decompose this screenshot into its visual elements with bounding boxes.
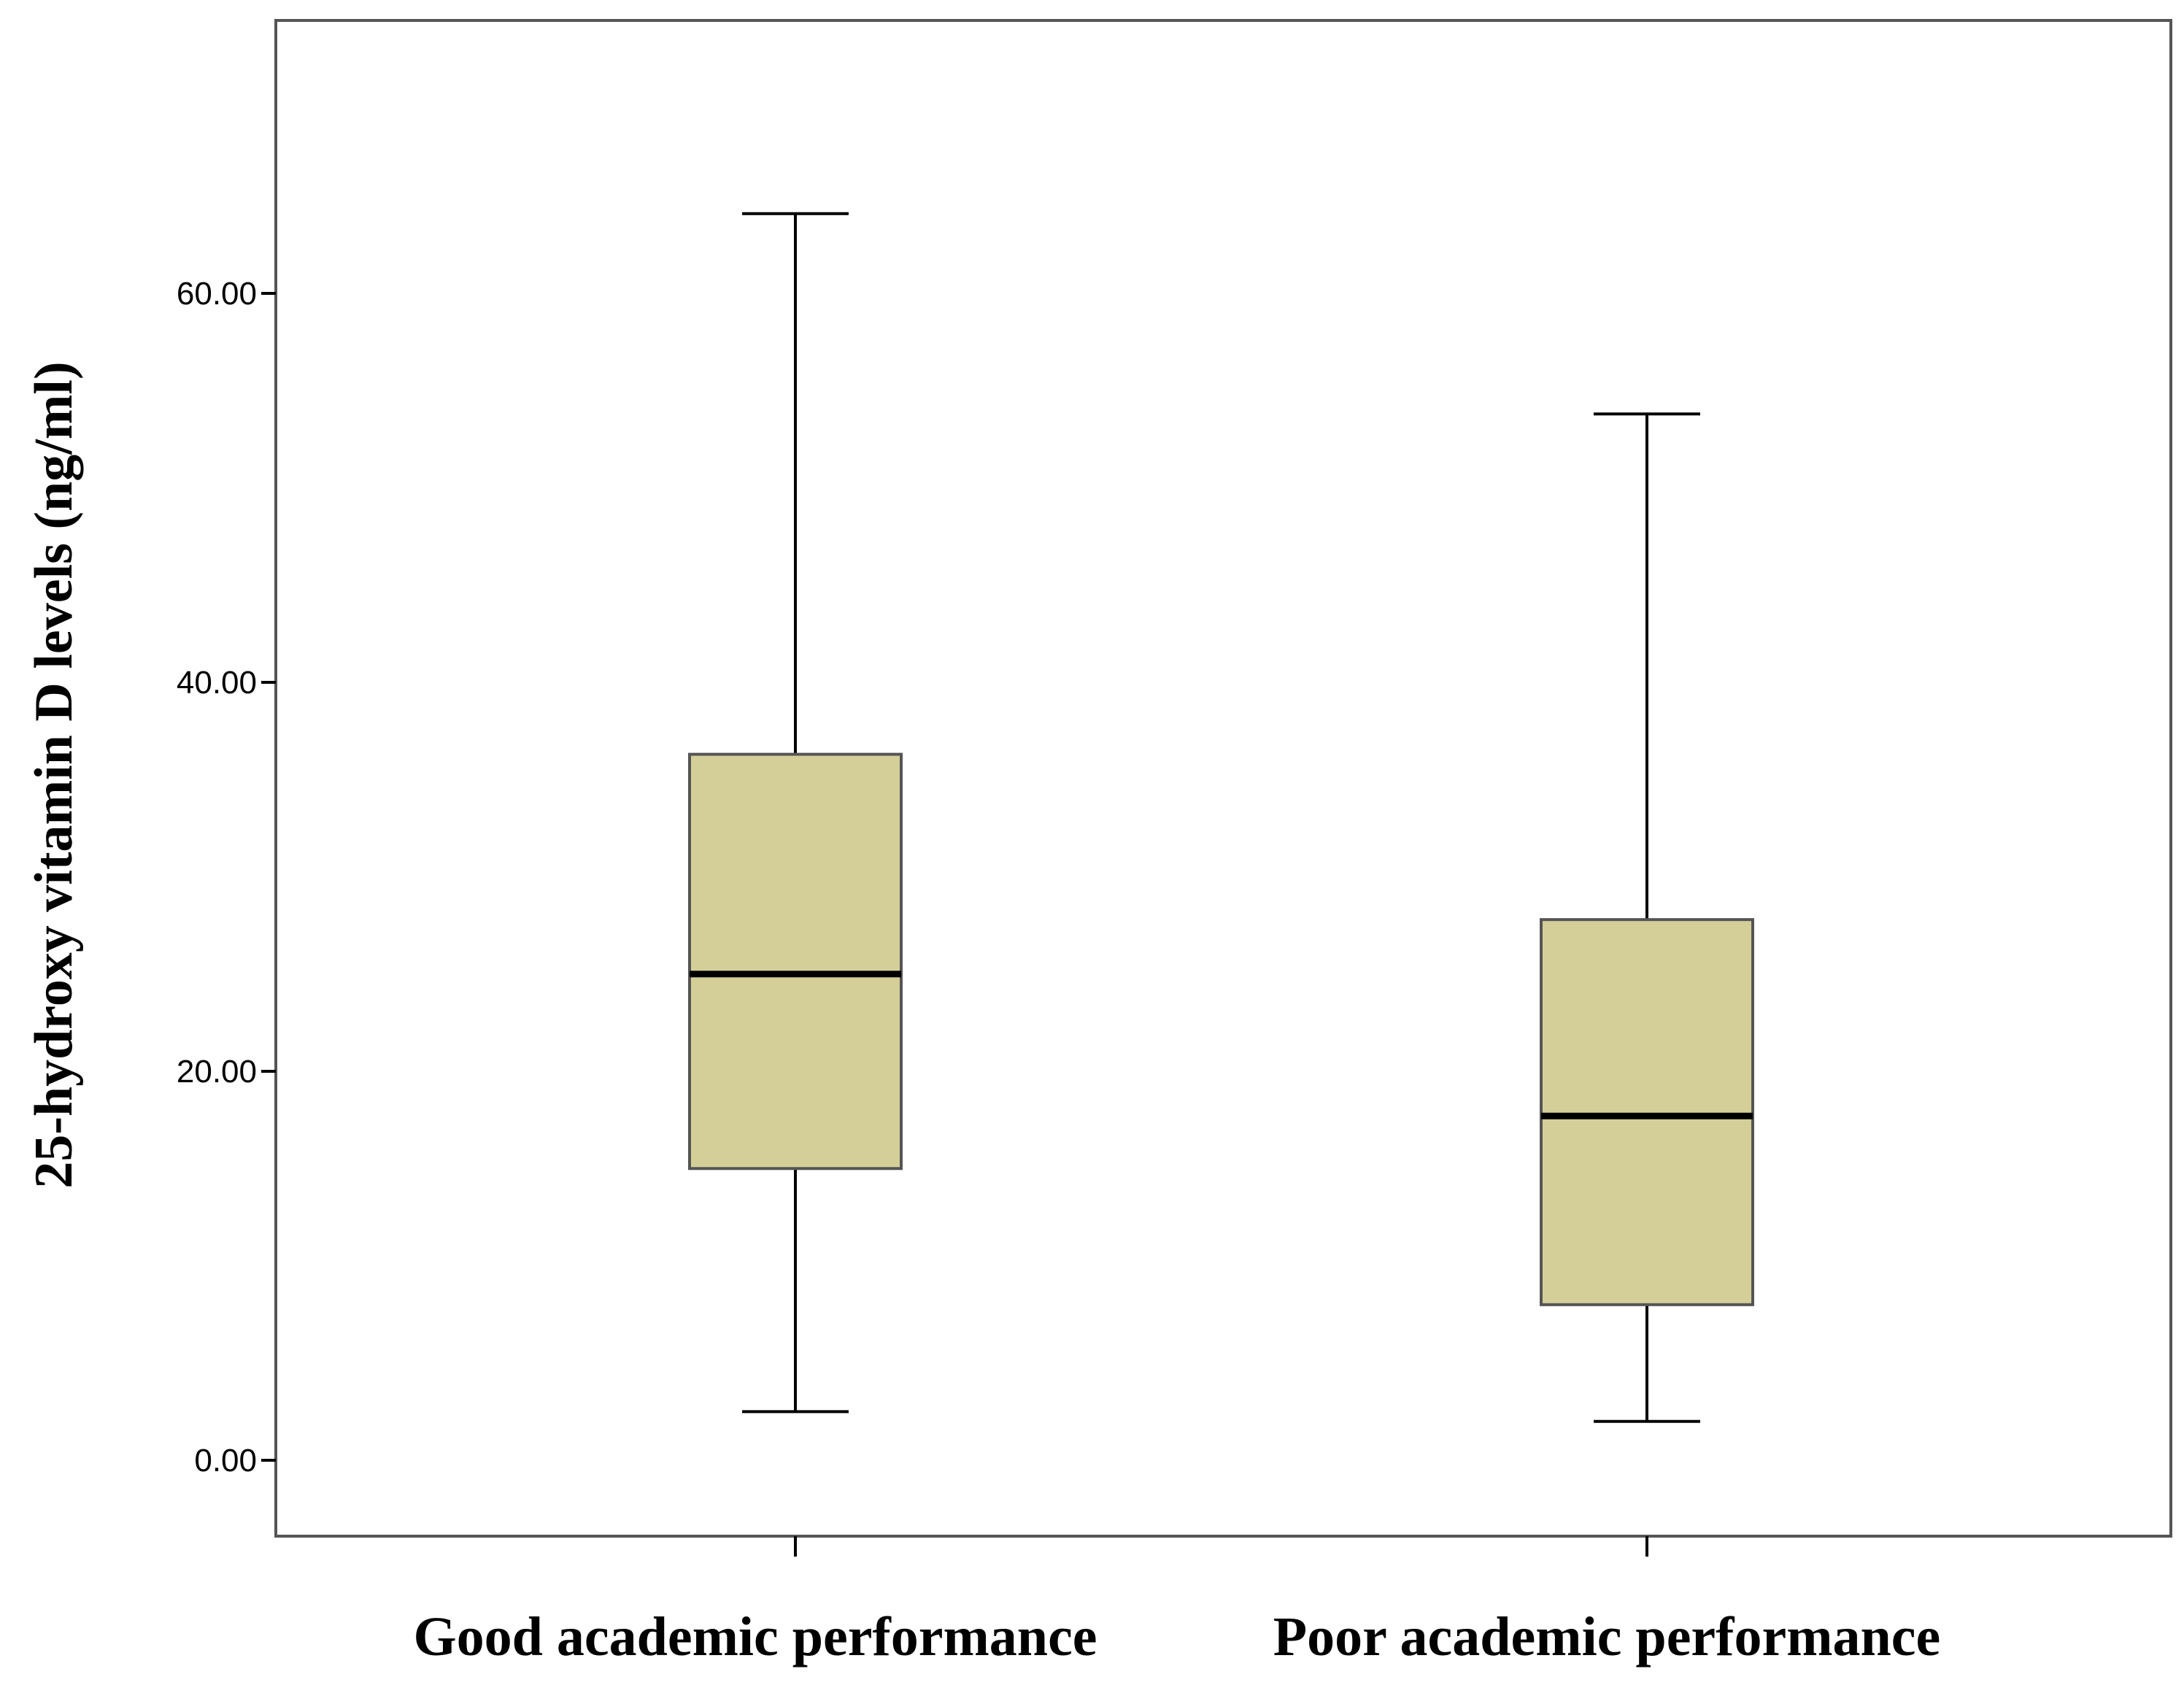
box-group: [688, 212, 903, 1414]
iqr-box: [688, 752, 903, 1171]
x-category-label: Poor academic performance: [1273, 1606, 1941, 1668]
y-tick-label: 60.00: [177, 276, 257, 312]
y-tick-label: 40.00: [177, 665, 257, 701]
x-axis: Good academic performance Poor academic p…: [413, 1536, 1940, 1668]
x-category-label: Good academic performance: [413, 1606, 1097, 1668]
y-axis-title: 25-hydroxy vitamin D levels (ng/ml): [24, 361, 84, 1188]
y-tick-label: 20.00: [177, 1054, 257, 1090]
plot-area-frame: [274, 19, 2172, 1538]
y-tick-label: 0.00: [194, 1443, 257, 1479]
y-axis: 0.00 20.00 40.00 60.00: [177, 276, 276, 1479]
boxes-layer: [688, 212, 1754, 1423]
box-group: [1540, 412, 1754, 1423]
iqr-box: [1540, 918, 1754, 1306]
